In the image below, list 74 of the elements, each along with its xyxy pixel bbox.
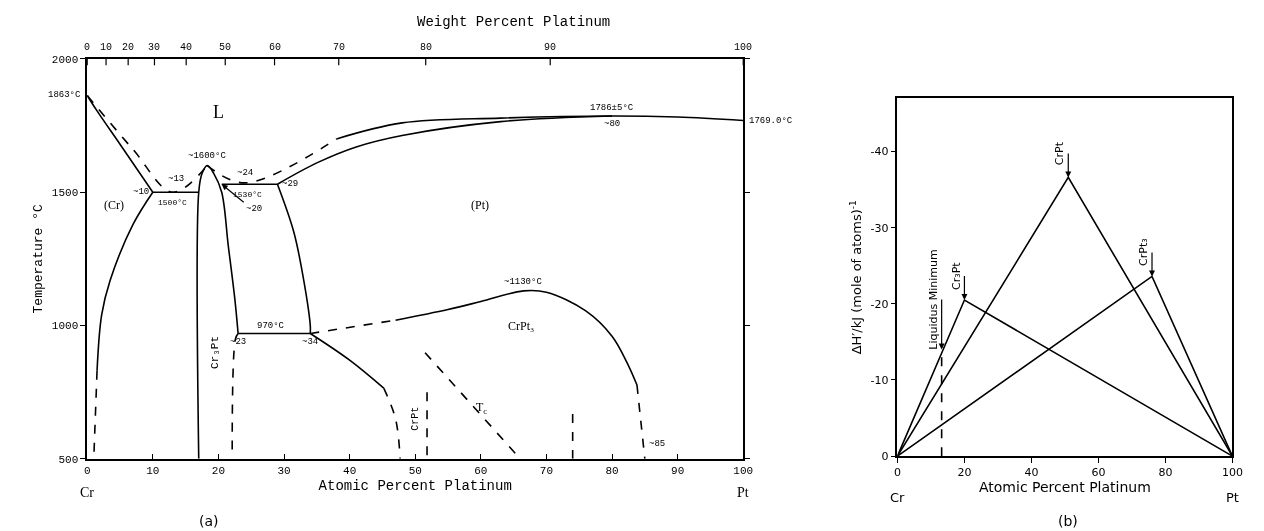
annotation: 970°C — [257, 321, 285, 331]
x-tick-label: 10 — [146, 464, 160, 477]
text: 50 — [219, 42, 232, 53]
text: Cr — [890, 490, 906, 505]
x-tick-label: 0 — [893, 466, 901, 480]
annotation: CrPt₃ — [508, 319, 535, 333]
text: Cr — [80, 485, 95, 500]
annotation: 1500°C — [158, 198, 187, 207]
annotation: ~1130°C — [504, 277, 543, 287]
annotation: ~34 — [302, 337, 319, 347]
x-tick-label: 40 — [343, 464, 357, 477]
annotation: ~24 — [237, 168, 254, 178]
y-tick-label: -20 — [870, 297, 889, 311]
text: 20 — [122, 42, 135, 53]
x-tick-label: 20 — [957, 466, 972, 480]
x-tick-label: 80 — [605, 464, 619, 477]
x-tick-label: 40 — [1024, 466, 1039, 480]
annotation: ~85 — [649, 439, 666, 449]
y-tick-label: -30 — [870, 221, 889, 235]
y-tick-label: 0 — [881, 449, 889, 463]
text: 70 — [333, 42, 346, 53]
annotation: Liquidus Minimum — [926, 249, 940, 350]
x-tick-label: 80 — [1158, 466, 1173, 480]
annotation: 1863°C — [48, 90, 81, 100]
annotation: ~20 — [246, 204, 263, 214]
annotation: (Cr) — [104, 198, 124, 212]
annotation: ~13 — [168, 174, 185, 184]
text: 30 — [148, 42, 161, 53]
text: 60 — [269, 42, 282, 53]
x-tick-label: 60 — [474, 464, 488, 477]
y-tick-label: -40 — [870, 145, 889, 159]
text: 10 — [100, 42, 113, 53]
x-tick-label: 70 — [539, 464, 554, 477]
annotation: ~29 — [282, 179, 299, 189]
x-tick-label: 20 — [211, 464, 226, 477]
x-tick-label: 0 — [83, 464, 91, 477]
y-axis-title: Temperature °C — [31, 204, 47, 314]
x-tick-label: 60 — [1091, 466, 1106, 480]
text: 0 — [84, 42, 91, 53]
x-tick-label: 90 — [671, 464, 685, 477]
x-tick-label: 100 — [733, 464, 754, 477]
annotation: (Pt) — [471, 198, 489, 212]
annotation: 1786±5°C — [590, 103, 634, 113]
annotation: L — [213, 102, 224, 122]
annotation: ~10 — [133, 187, 150, 197]
text: Pt — [737, 485, 749, 500]
y-tick-label: -10 — [870, 373, 889, 387]
annotation: Cr₃Pt — [208, 335, 221, 369]
annotation: CrPt — [409, 406, 421, 431]
annotation: T$_{c}$ — [476, 400, 488, 416]
x-tick-label: 30 — [277, 464, 291, 477]
annotation: CrPt₃ — [1137, 238, 1151, 266]
text: 80 — [420, 42, 433, 53]
annotation: ~80 — [604, 119, 621, 129]
annotation: ~1600°C — [188, 151, 227, 161]
annotation: ~23 — [230, 337, 247, 347]
annotation: CrPt — [1053, 141, 1067, 166]
annotation: 1769.0°C — [749, 116, 793, 126]
x-tick-label: 100 — [1221, 466, 1243, 480]
y-tick-label: 1500 — [51, 187, 79, 200]
text: 100 — [734, 42, 753, 53]
x2-axis-title: Weight Percent Platinum — [417, 14, 611, 30]
text: Pt — [1226, 490, 1239, 505]
x-axis-title: Atomic Percent Platinum — [318, 477, 512, 494]
y-tick-label: 500 — [58, 453, 79, 466]
y-tick-label: 2000 — [51, 53, 79, 66]
text: (a) — [199, 513, 219, 529]
y-tick-label: 1000 — [51, 320, 79, 333]
x-tick-label: 50 — [408, 464, 422, 477]
x-axis-title: Atomic Percent Platinum — [978, 479, 1151, 496]
annotation: Cr₃Pt — [949, 261, 963, 290]
text: 40 — [180, 42, 193, 53]
text: (b) — [1058, 513, 1078, 529]
text: 90 — [544, 42, 557, 53]
